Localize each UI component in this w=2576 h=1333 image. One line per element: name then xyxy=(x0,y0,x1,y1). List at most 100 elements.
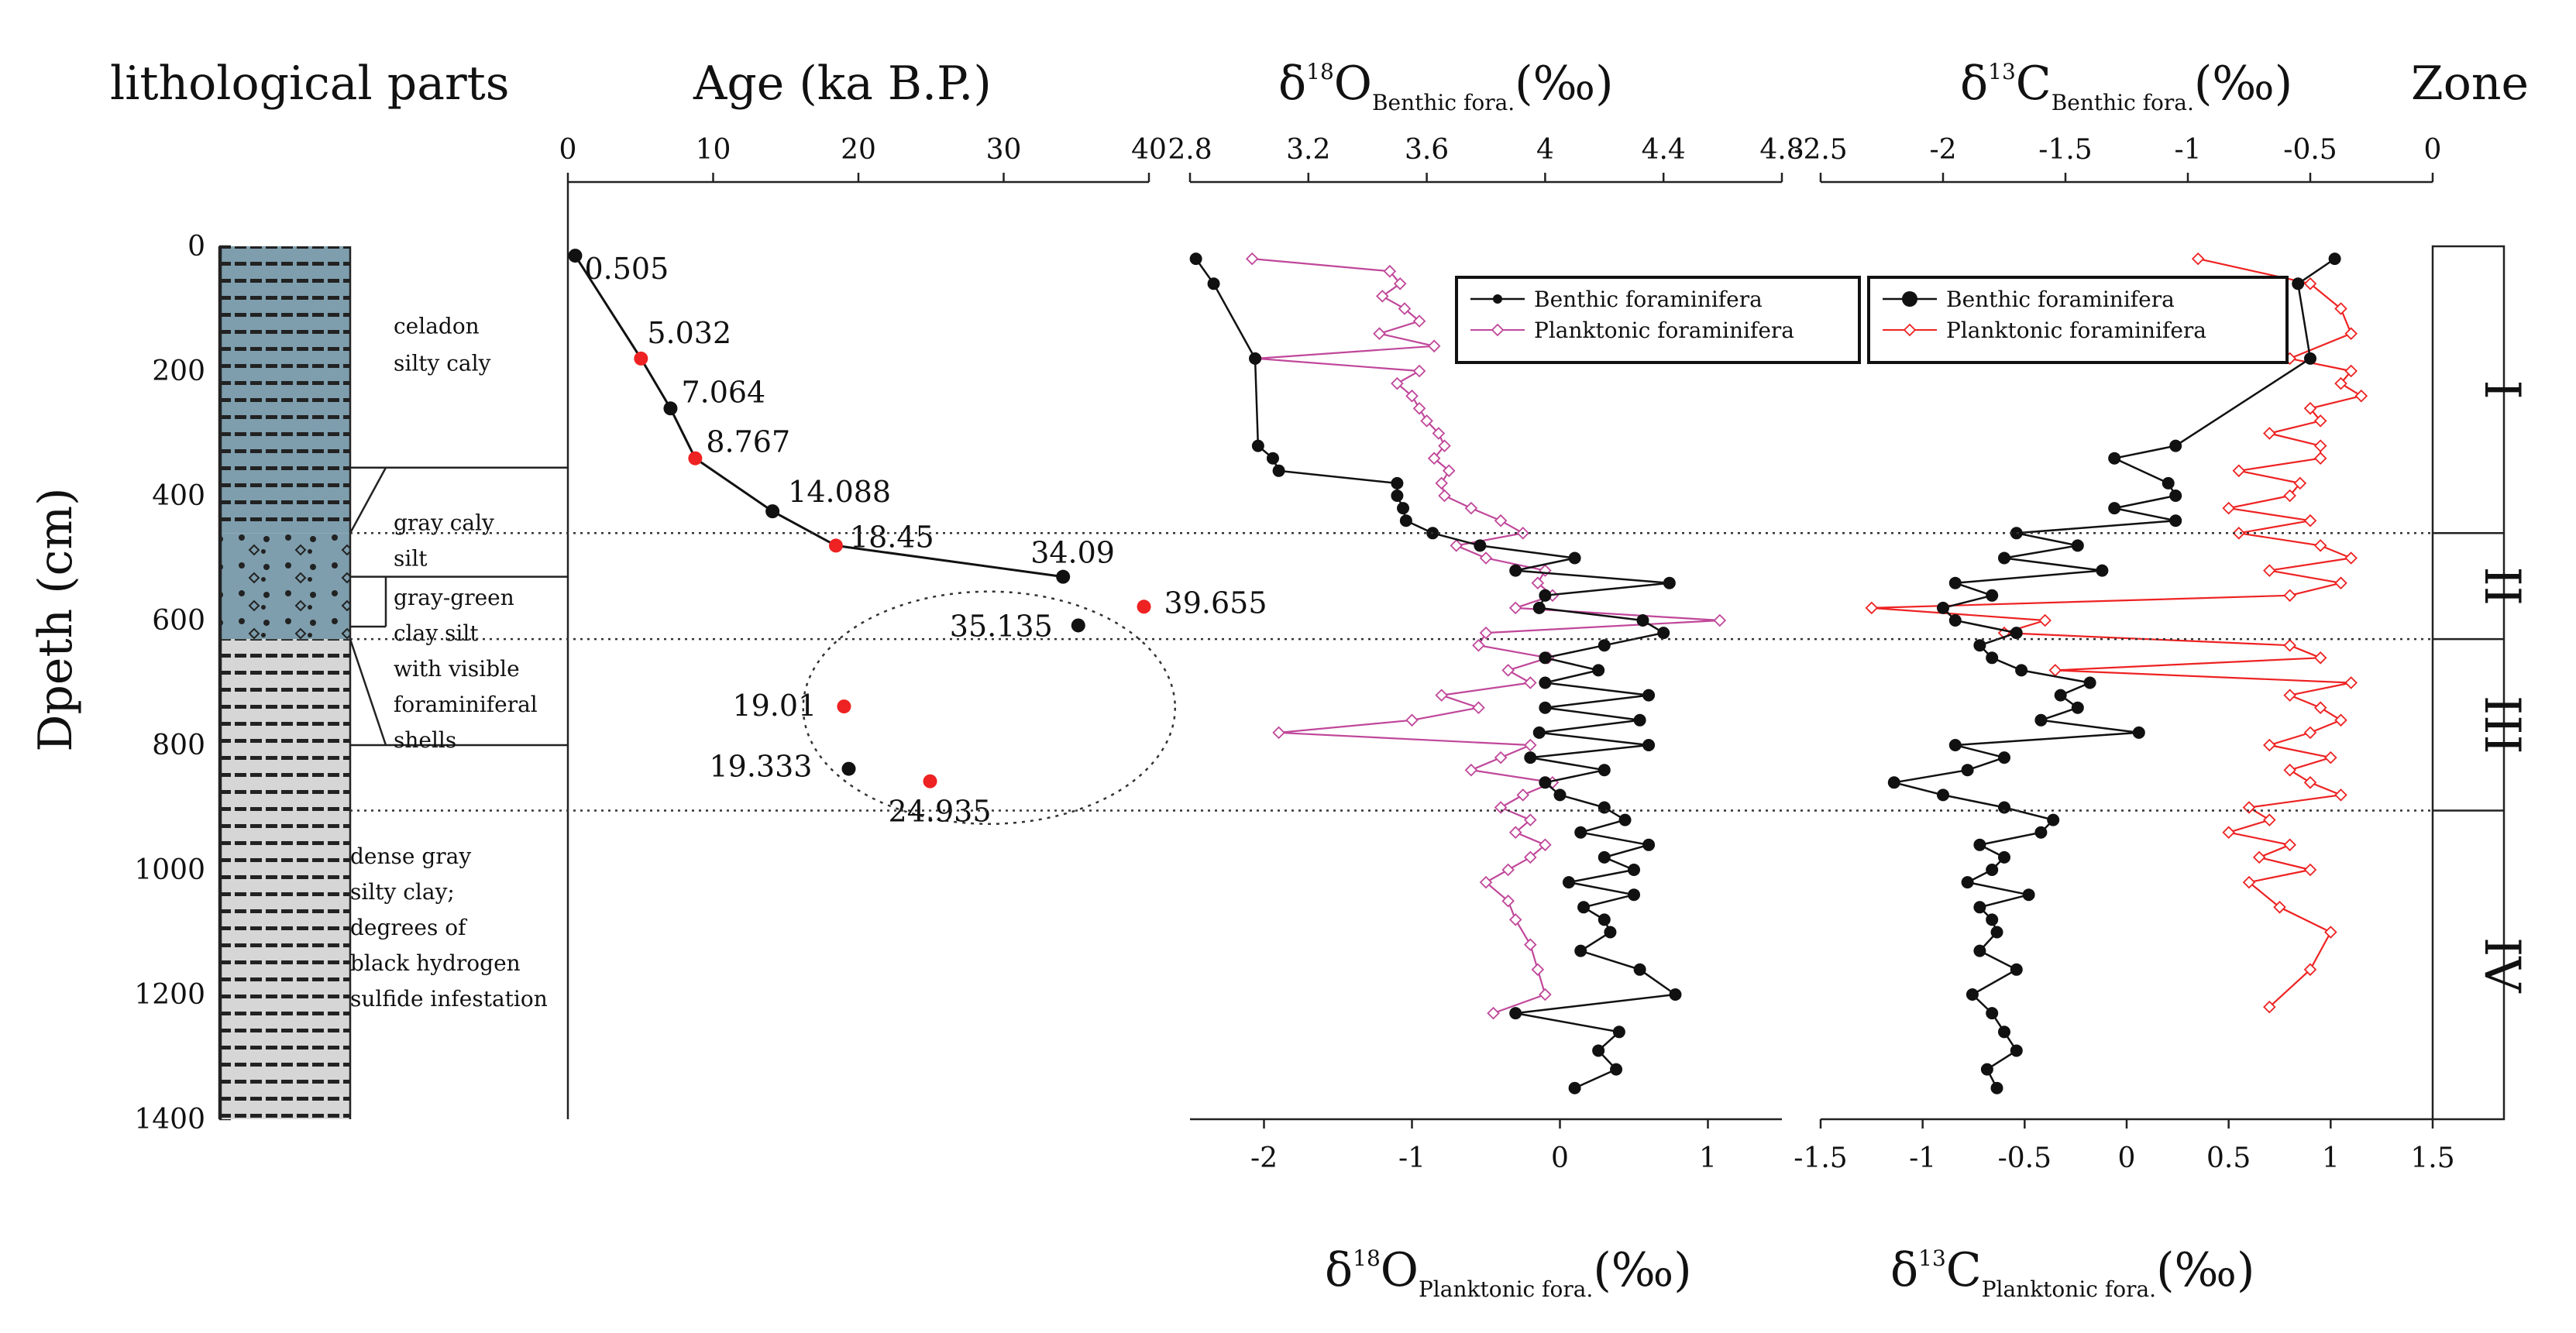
d18O-top-tick-label: 4 xyxy=(1536,134,1554,166)
d13C-planktonic-point xyxy=(2222,826,2235,839)
d13C-bottom-tick-label: -0.5 xyxy=(1998,1142,2052,1174)
d13C-bottom-tick-label: -1.5 xyxy=(1794,1142,1847,1174)
d13C-legend-benthic-marker xyxy=(1902,291,1917,307)
d13C-planktonic-point xyxy=(2222,501,2235,515)
d13C-planktonic-point xyxy=(2303,863,2317,877)
d18O-planktonic-point xyxy=(1373,327,1386,340)
y-tick-label: 1400 xyxy=(134,1104,205,1135)
d13C-planktonic-point xyxy=(2283,689,2296,702)
d13C-benthic-point xyxy=(1986,913,1999,926)
d18O-planktonic-point xyxy=(1494,751,1508,764)
age-point-label: 34.09 xyxy=(1030,536,1115,570)
d18O-benthic-point xyxy=(1266,452,1279,465)
d18O-bottom-tick-label: -1 xyxy=(1398,1142,1426,1174)
d18O-planktonic-point xyxy=(1472,638,1485,652)
age-point xyxy=(1071,618,1085,633)
d18O-planktonic-point xyxy=(1393,277,1407,290)
lith-leader xyxy=(349,638,387,746)
d18O-benthic-point xyxy=(1251,439,1264,452)
y-tick-label: 800 xyxy=(152,730,205,761)
d18O-benthic-point xyxy=(1539,776,1552,789)
d13C-benthic-point xyxy=(2169,514,2182,527)
d18O-planktonic-point xyxy=(1245,252,1259,266)
d18O-benthic-point xyxy=(1474,539,1487,552)
d13c-top-title: δ13CBenthic fora.(‰) xyxy=(1960,57,2292,115)
zone-label: I xyxy=(2473,380,2530,400)
outlier-ellipse xyxy=(802,590,1176,825)
d18O-planktonic-point xyxy=(1427,452,1441,465)
d13C-benthic-point xyxy=(2071,539,2084,552)
d18O-benthic-point xyxy=(1642,838,1656,851)
d13C-benthic-point xyxy=(1948,739,1962,751)
d13C-legend-planktonic-label: Planktonic foraminifera xyxy=(1946,318,2206,343)
age-tick-label: 20 xyxy=(841,134,876,166)
d18O-benthic-point xyxy=(1577,901,1591,914)
age-point-label: 19.333 xyxy=(709,750,812,784)
d18O-benthic-point xyxy=(1509,1007,1522,1020)
zone-title: Zone xyxy=(2411,57,2529,111)
d18O-benthic-point xyxy=(1574,826,1587,839)
d18o-sub: Benthic fora. xyxy=(1372,90,1515,115)
d13C-planktonic-point xyxy=(2313,439,2327,452)
d18O-planktonic-point xyxy=(1472,701,1485,714)
d13C-benthic-point xyxy=(1986,864,1999,876)
d13C-planktonic-point xyxy=(2263,813,2276,826)
d13C-benthic-point xyxy=(2022,888,2035,902)
d18O-bottom-tick-label: 0 xyxy=(1551,1142,1569,1174)
d18O-benthic-point xyxy=(1539,701,1552,714)
d13C-benthic-point xyxy=(1990,926,2003,939)
d18O-planktonic-point xyxy=(1524,676,1537,689)
d13C-benthic-point xyxy=(1998,850,2010,864)
d13c-sub: Benthic fora. xyxy=(2052,90,2194,115)
d18O-benthic-point xyxy=(1598,639,1611,652)
d18O-benthic-point xyxy=(1612,1026,1625,1039)
d18O-planktonic-point xyxy=(1524,938,1537,951)
d18O-planktonic-point xyxy=(1479,626,1493,640)
d18O-planktonic-point xyxy=(1524,850,1537,864)
d18O-planktonic-point xyxy=(1508,913,1522,926)
d13C-planktonic-point xyxy=(2283,489,2296,503)
d13C-benthic-point xyxy=(2034,713,2048,727)
lith-description-line: celadon xyxy=(394,314,480,339)
zone-label: II xyxy=(2473,566,2530,606)
lithology-title: lithological parts xyxy=(110,57,510,111)
age-point xyxy=(828,538,843,553)
d13C-planktonic-point xyxy=(2334,576,2347,589)
d13C-top-tick-label: -2.5 xyxy=(1794,134,1847,166)
d13C-benthic-point xyxy=(1961,876,1974,889)
d13C-planktonic-point xyxy=(2324,926,2337,939)
d18O-planktonic-point xyxy=(1438,439,1451,452)
y-tick-label: 200 xyxy=(152,356,205,387)
d13C-planktonic-point xyxy=(2313,539,2327,552)
d13C-planktonic-point xyxy=(2232,464,2246,478)
zone-label: IV xyxy=(2473,937,2530,994)
d13C-planktonic-point xyxy=(2252,850,2266,864)
d18O-top-tick-label: 3.2 xyxy=(1286,134,1330,166)
d18O-benthic-point xyxy=(1272,464,1285,477)
d13C-benthic-point xyxy=(1986,589,1999,602)
d18O-planktonic-point xyxy=(1405,713,1419,727)
d13C-planktonic-point xyxy=(2293,476,2307,490)
d18O-planktonic-point xyxy=(1539,838,1552,852)
d18O-benthic-point xyxy=(1568,551,1581,565)
d18O-top-tick-label: 3.6 xyxy=(1405,134,1449,166)
d18O-planktonic-point xyxy=(1539,988,1552,1001)
d18O-benthic-point xyxy=(1189,253,1202,266)
d18O-planktonic-point xyxy=(1383,264,1397,278)
d13C-planktonic-point xyxy=(2048,664,2062,677)
d18O-benthic-point xyxy=(1207,277,1220,290)
lith-description-line: silt xyxy=(394,545,428,571)
d13C-benthic-point xyxy=(1986,1007,1999,1020)
d18O-planktonic-point xyxy=(1412,364,1426,378)
d13C-bottom-tick-label: 0 xyxy=(2118,1142,2136,1174)
lith-description-line: degrees of xyxy=(350,915,468,940)
d13C-planktonic-point xyxy=(2263,564,2276,577)
d13C-benthic-point xyxy=(2010,527,2023,540)
d18O-planktonic-point xyxy=(1391,376,1404,390)
d13C-planktonic-point xyxy=(2324,751,2337,764)
d18O-planktonic-point xyxy=(1405,389,1419,403)
lith-description-line: foraminiferal xyxy=(394,692,538,717)
lith-description-line: gray-green xyxy=(394,585,514,610)
d13C-benthic-point xyxy=(2047,813,2060,826)
